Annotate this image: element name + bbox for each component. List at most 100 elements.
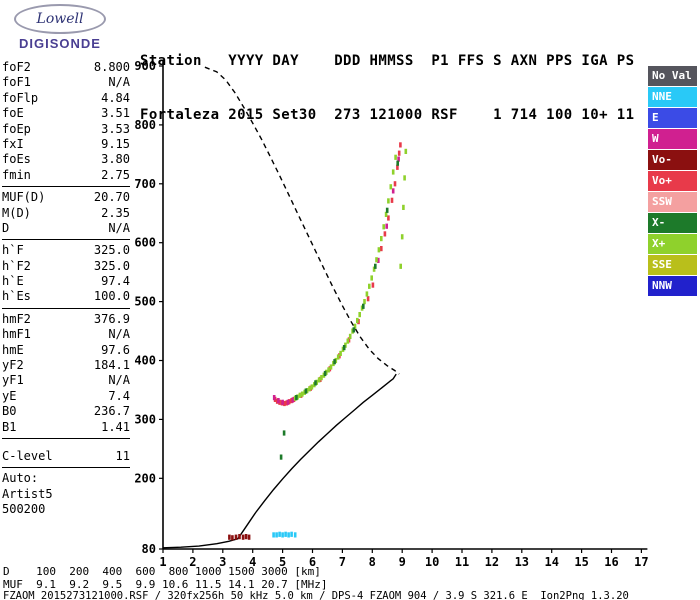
y-tick-label: 300 bbox=[134, 412, 156, 426]
y-tick-label: 800 bbox=[134, 118, 156, 132]
parameter-row: B1 1.41 bbox=[2, 420, 130, 435]
parameter-value: N/A bbox=[108, 75, 130, 90]
parameter-label: foF2 bbox=[2, 60, 31, 74]
parameter-value: 325.0 bbox=[93, 258, 130, 273]
legend-item-e: E bbox=[648, 108, 697, 128]
parameter-row: h`Es 100.0 bbox=[2, 289, 130, 304]
profile-line bbox=[162, 373, 397, 549]
parameter-value: 11 bbox=[115, 448, 130, 463]
scale-row-muf: MUF 9.1 9.2 9.5 9.9 10.6 11.5 14.1 20.7 … bbox=[3, 578, 328, 591]
parameter-value: 8.800 bbox=[93, 60, 130, 74]
parameter-row: Artist5 bbox=[2, 487, 130, 502]
parameter-row: h`F 325.0 bbox=[2, 243, 130, 258]
parameter-value: 3.80 bbox=[101, 152, 130, 167]
logo-name: Lowell bbox=[36, 11, 84, 27]
parameter-row: M(D) 2.35 bbox=[2, 206, 130, 221]
header-line-titles: Station YYYY DAY DDD HMMSS P1 FFS S AXN … bbox=[140, 53, 635, 69]
parameter-label: B0 bbox=[2, 404, 17, 419]
parameter-value: 97.4 bbox=[101, 274, 130, 289]
lowell-logo-oval: Lowell bbox=[14, 4, 106, 34]
parameter-label: foE bbox=[2, 106, 24, 121]
parameter-label: yE bbox=[2, 388, 17, 403]
x-tick-label: 15 bbox=[574, 555, 588, 569]
x-tick-label: 11 bbox=[455, 555, 469, 569]
x-tick-label: 8 bbox=[369, 555, 376, 569]
x-tick-label: 1 bbox=[159, 555, 166, 569]
parameter-label: h`Es bbox=[2, 289, 31, 304]
parameter-label: foEp bbox=[2, 121, 31, 136]
parameter-value: 7.4 bbox=[108, 388, 130, 403]
x-tick-label: 10 bbox=[425, 555, 439, 569]
parameter-label: B1 bbox=[2, 419, 17, 434]
echo-series-f-trace-x-dark bbox=[279, 160, 399, 460]
parameter-row: B0 236.7 bbox=[2, 404, 130, 419]
parameter-label: foEs bbox=[2, 152, 31, 167]
parameter-group: h`F 325.0 h`F2 325.0 h`E 97.4 h`Es 100.0 bbox=[2, 243, 130, 309]
echo-series-f-trace-o-mode bbox=[273, 142, 402, 407]
parameter-label: MUF(D) bbox=[2, 190, 46, 205]
parameter-label: fxI bbox=[2, 136, 24, 151]
y-tick-label: 500 bbox=[134, 295, 156, 309]
y-tick-label: 200 bbox=[134, 471, 156, 485]
x-tick-label: 3 bbox=[219, 555, 226, 569]
parameter-label: Auto: bbox=[2, 471, 39, 486]
parameter-value: 97.6 bbox=[101, 342, 130, 357]
parameter-row: 500200 bbox=[2, 502, 130, 517]
parameter-row: hmF1 N/A bbox=[2, 327, 130, 342]
parameter-label: yF2 bbox=[2, 358, 24, 373]
parameter-panel: foF2 8.800 foF1 N/A foFlp 4.84 foE 3.51 foEp 3.53… bbox=[2, 60, 130, 524]
x-tick-label: 17 bbox=[634, 555, 648, 569]
legend-item-vo+: Vo+ bbox=[648, 171, 697, 191]
parameter-value: 3.53 bbox=[101, 121, 130, 136]
parameter-value: 9.15 bbox=[101, 136, 130, 151]
parameter-row: C-level 11 bbox=[2, 449, 130, 464]
parameter-label: foFlp bbox=[2, 90, 39, 105]
parameter-label: Artist5 bbox=[2, 486, 53, 501]
parameter-value: 184.1 bbox=[93, 358, 130, 373]
x-tick-label: 14 bbox=[544, 555, 558, 569]
parameter-label: 500200 bbox=[2, 502, 46, 517]
parameter-row: foF2 8.800 bbox=[2, 60, 130, 75]
parameter-value: N/A bbox=[108, 220, 130, 235]
parameter-row: fmin 2.75 bbox=[2, 168, 130, 183]
parameter-row: yF2 184.1 bbox=[2, 358, 130, 373]
x-tick-label: 7 bbox=[339, 555, 346, 569]
parameter-row: hmF2 376.9 bbox=[2, 312, 130, 327]
legend-item-x-: X- bbox=[648, 213, 697, 233]
x-tick-label: 12 bbox=[485, 555, 499, 569]
parameter-label: C-level bbox=[2, 448, 53, 463]
parameter-group: MUF(D) 20.70 M(D) 2.35 D N/A bbox=[2, 190, 130, 241]
parameter-row: h`E 97.4 bbox=[2, 274, 130, 289]
legend-item-x+: X+ bbox=[648, 234, 697, 254]
parameter-label: foF1 bbox=[2, 75, 31, 90]
parameter-group: Auto: Artist5 500200 bbox=[2, 471, 130, 520]
echo-series-f-trace-west bbox=[272, 156, 400, 405]
parameter-row: foEp 3.53 bbox=[2, 122, 130, 137]
parameter-value: 325.0 bbox=[93, 243, 130, 258]
parameter-group: C-level 11 bbox=[2, 449, 130, 469]
legend-item-ssw: SSW bbox=[648, 192, 697, 212]
parameter-value: 4.84 bbox=[101, 90, 130, 105]
parameter-value: 1.41 bbox=[101, 419, 130, 434]
parameter-group: hmF2 376.9 hmF1 N/A hmE 97.6 yF2 184.1 yF1 N/A yE 7… bbox=[2, 312, 130, 439]
parameter-label: hmF2 bbox=[2, 311, 31, 326]
parameter-group: foF2 8.800 foF1 N/A foFlp 4.84 foE 3.51 foEp 3.53… bbox=[2, 60, 130, 188]
legend-item-vo-: Vo- bbox=[648, 150, 697, 170]
parameter-value: 100.0 bbox=[93, 289, 130, 304]
y-tick-label: 600 bbox=[134, 236, 156, 250]
parameter-row: D N/A bbox=[2, 221, 130, 236]
parameter-row: h`F2 325.0 bbox=[2, 259, 130, 274]
header-line-values: Fortaleza 2015 Set30 273 121000 RSF 1 71… bbox=[140, 107, 635, 123]
parameter-label: h`E bbox=[2, 274, 24, 289]
parameter-row: Auto: bbox=[2, 471, 130, 486]
x-tick-label: 6 bbox=[309, 555, 316, 569]
parameter-label: hmE bbox=[2, 342, 24, 357]
x-tick-label: 13 bbox=[515, 555, 529, 569]
x-tick-label: 2 bbox=[189, 555, 196, 569]
parameter-value: 3.51 bbox=[101, 106, 130, 121]
parameter-label: fmin bbox=[2, 167, 31, 182]
parameter-label: h`F2 bbox=[2, 258, 31, 273]
x-tick-label: 5 bbox=[279, 555, 286, 569]
y-tick-label: 700 bbox=[134, 177, 156, 191]
